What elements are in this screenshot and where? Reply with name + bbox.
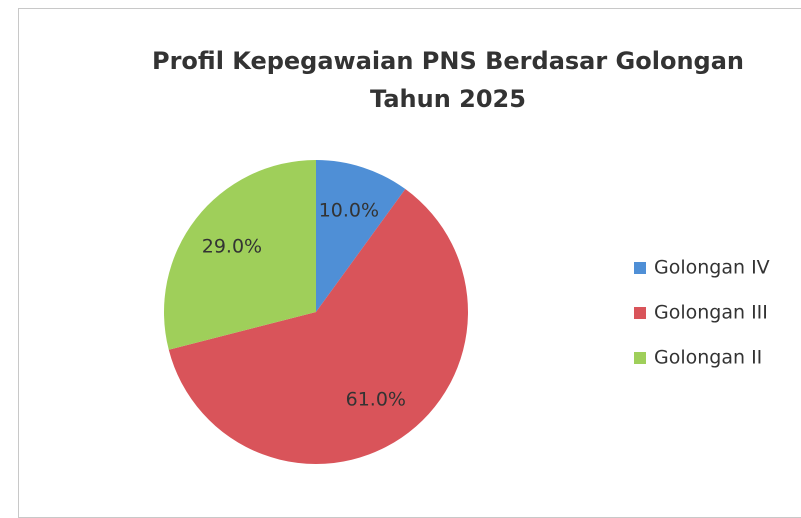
data-label: 10.0% [319, 199, 379, 221]
chart-title: Profil Kepegawaian PNS Berdasar Golongan… [151, 47, 745, 113]
pie-slice [316, 160, 406, 312]
legend-label: Golongan IV [654, 257, 770, 279]
data-label: 29.0% [202, 235, 262, 257]
pie-slice [168, 189, 468, 464]
legend-swatch [634, 307, 646, 319]
data-label: 61.0% [346, 389, 406, 411]
legend-label: Golongan III [654, 302, 768, 324]
legend-swatch [634, 262, 646, 274]
legend-label: Golongan II [654, 347, 762, 369]
pie-slice [163, 160, 316, 350]
legend-swatch [634, 352, 646, 364]
